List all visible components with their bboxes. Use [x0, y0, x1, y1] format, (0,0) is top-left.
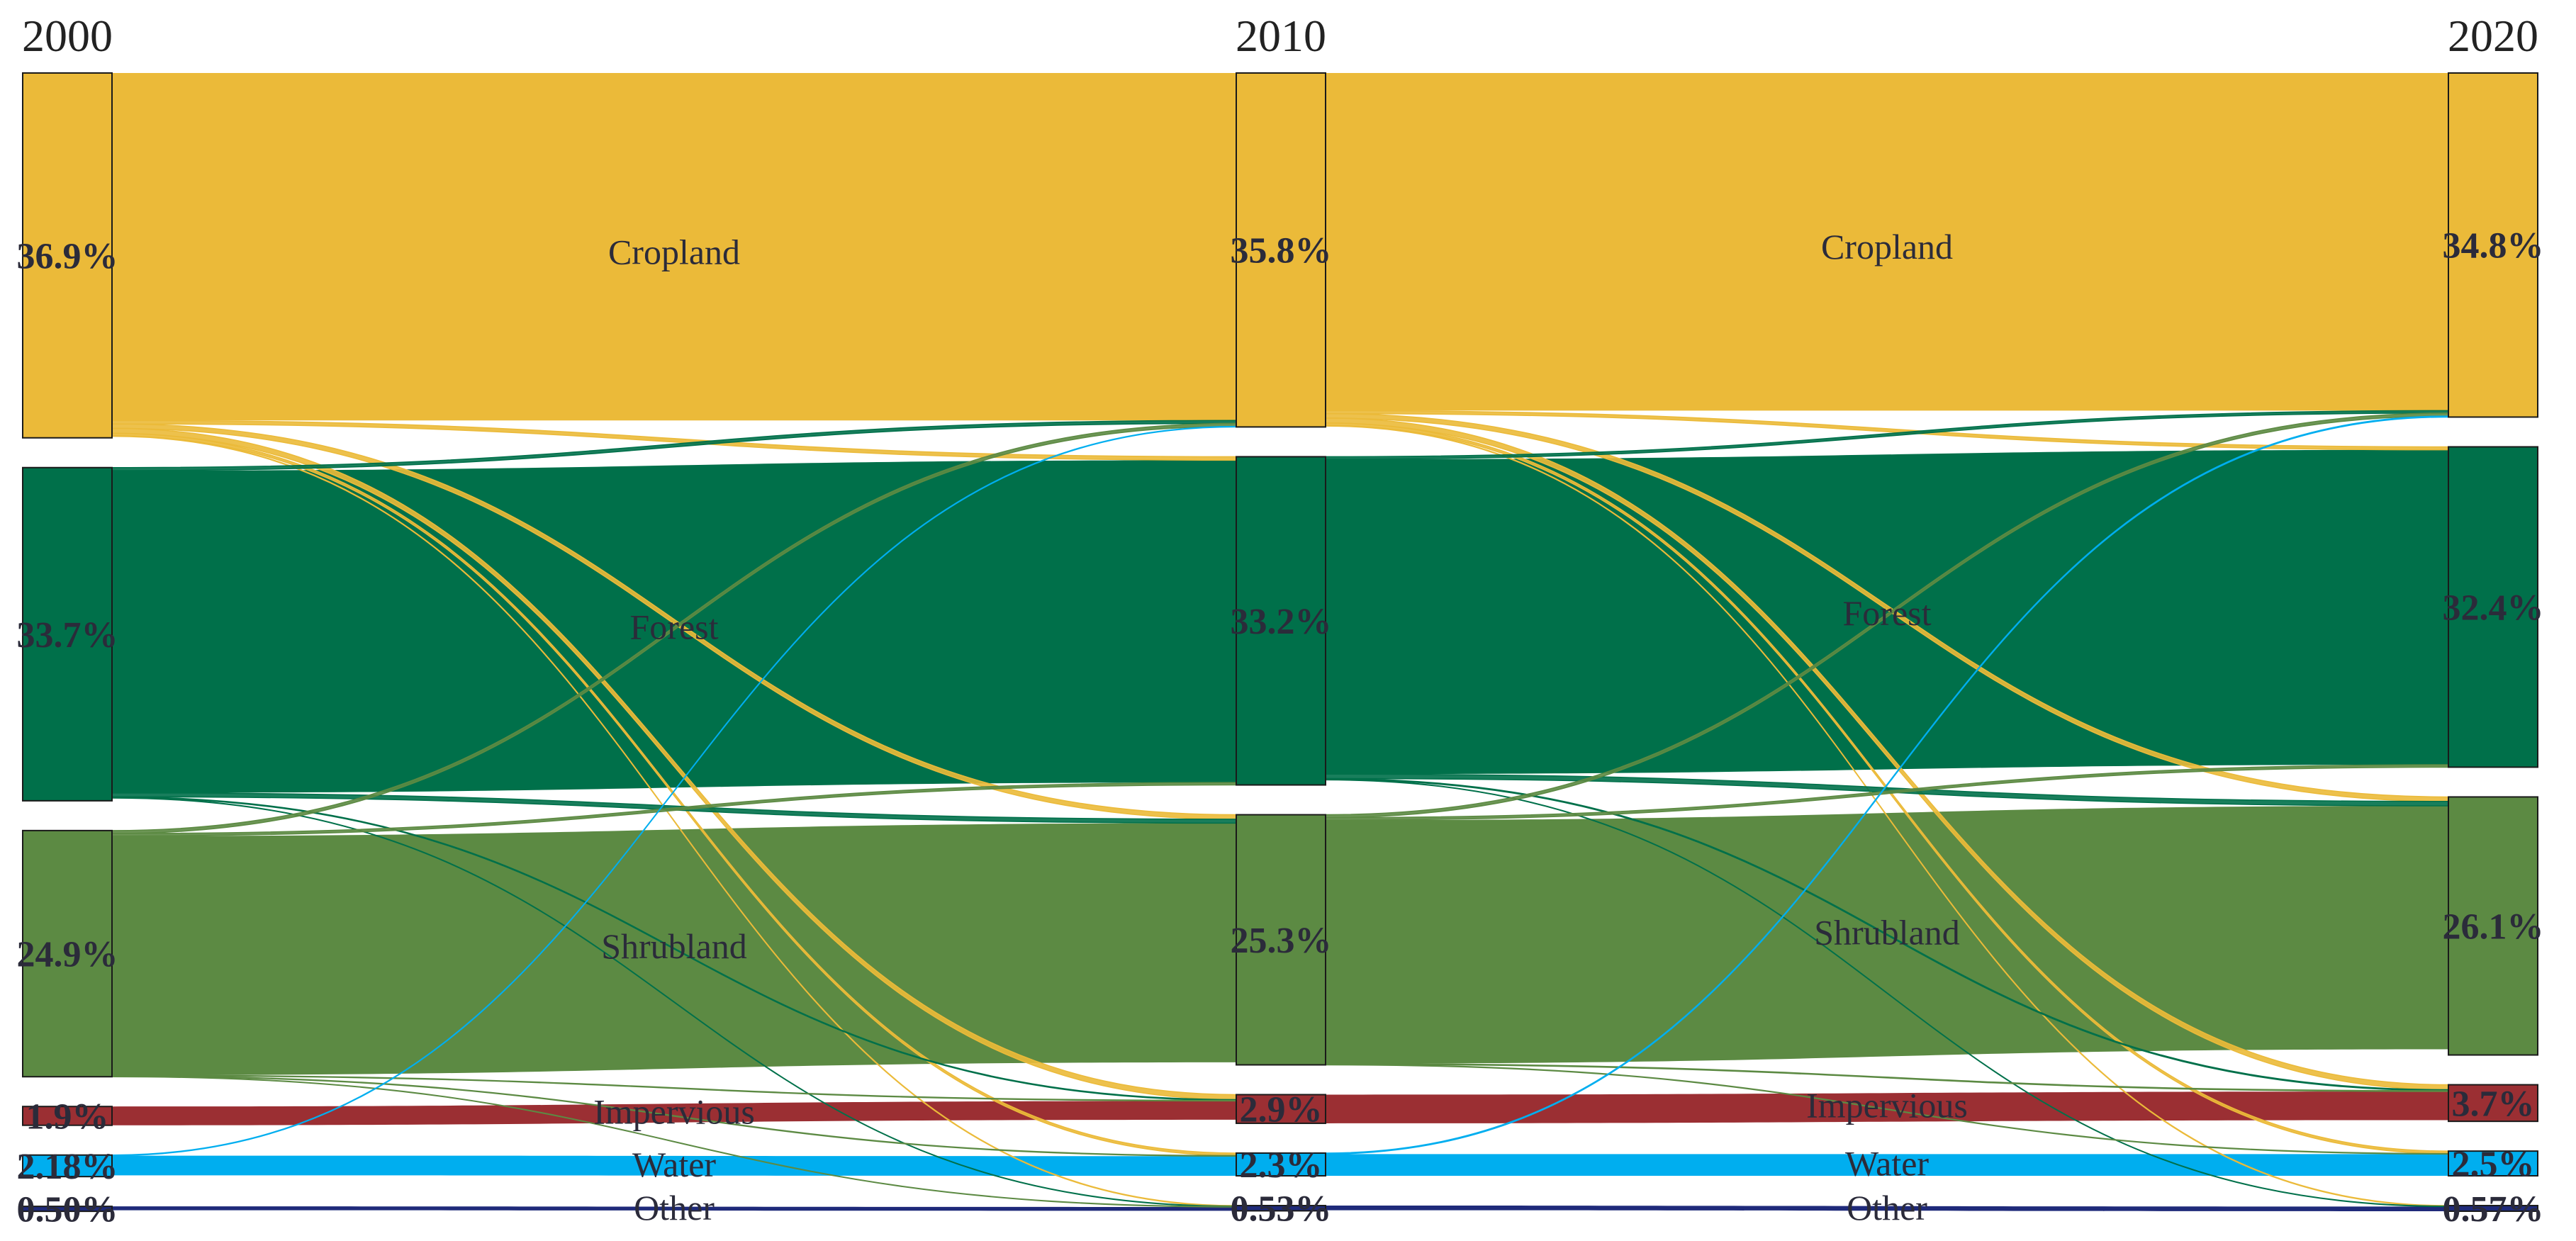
class-label-cropland-2010-2020: Cropland	[1821, 227, 1953, 266]
flow-2010-impervious-to-impervious	[1326, 1091, 2448, 1123]
flow-2000-cropland-to-cropland	[112, 73, 1236, 421]
node-2010-shrubland	[1236, 814, 1326, 1066]
year-label-2000: 2000	[22, 11, 113, 61]
node-2000-shrubland	[22, 829, 113, 1078]
node-2010-water	[1236, 1152, 1326, 1177]
percent-label-2010-cropland: 35.8%	[1231, 231, 1332, 271]
year-label-2010: 2010	[1236, 11, 1326, 61]
class-label-water-2010-2020: Water	[1845, 1143, 1929, 1183]
percent-label-2020-forest: 32.4%	[2443, 588, 2544, 628]
percent-label-2000-cropland: 36.9%	[17, 236, 118, 276]
node-2000-forest	[22, 466, 113, 802]
percent-label-2010-impervious: 2.9%	[1240, 1090, 1323, 1130]
class-label-forest-2000-2010: Forest	[630, 607, 719, 646]
flow-2010-water-to-water	[1326, 1154, 2448, 1177]
percent-label-2020-impervious: 3.7%	[2452, 1084, 2535, 1124]
percent-label-2010-shrubland: 25.3%	[1231, 921, 1332, 961]
labels-layer: 36.9% 33.7% 24.9% 1.9% 2.18%0.50% 2000 35.8% 33…	[17, 11, 2544, 1230]
flow-2010-cropland-to-cropland	[1326, 73, 2448, 411]
percent-label-2020-water: 2.5%	[2452, 1145, 2535, 1185]
percent-label-2010-forest: 33.2%	[1231, 602, 1332, 642]
node-2020-water	[2448, 1150, 2538, 1177]
node-2010-other	[1236, 1205, 1326, 1212]
percent-label-2000-water: 2.18%	[17, 1147, 118, 1187]
flow-2000-impervious-to-impervious	[112, 1101, 1236, 1125]
class-label-cropland-2000-2010: Cropland	[608, 232, 740, 272]
percent-label-2010-other: 0.53%	[1231, 1189, 1332, 1230]
node-2000-impervious	[22, 1106, 113, 1126]
class-label-forest-2010-2020: Forest	[1843, 593, 1932, 633]
node-2000-cropland	[22, 72, 113, 439]
node-2010-forest	[1236, 456, 1326, 786]
class-label-other-2000-2010: Other	[634, 1188, 715, 1228]
node-2010-impervious	[1236, 1094, 1326, 1124]
class-label-water-2000-2010: Water	[632, 1145, 716, 1184]
class-label-impervious-2000-2010: Impervious	[593, 1092, 755, 1132]
node-2010-cropland	[1236, 72, 1326, 428]
class-label-shrubland-2010-2020: Shrubland	[1814, 912, 1960, 952]
percent-label-2010-water: 2.3%	[1240, 1145, 1323, 1186]
node-2000-water	[22, 1154, 113, 1178]
node-2020-forest	[2448, 446, 2538, 768]
flow-2010-other-to-other	[1326, 1206, 2448, 1211]
class-label-shrubland-2000-2010: Shrubland	[601, 926, 747, 966]
percent-label-2020-shrubland: 26.1%	[2443, 906, 2544, 947]
node-2020-cropland	[2448, 72, 2538, 418]
percent-label-2000-forest: 33.7%	[17, 615, 118, 656]
nodes-layer	[22, 72, 2538, 1213]
flow-2000-water-to-water	[112, 1155, 1236, 1177]
node-2020-other	[2448, 1205, 2538, 1212]
class-label-impervious-2010-2020: Impervious	[1806, 1086, 1968, 1125]
percent-label-2020-other: 0.57%	[2443, 1189, 2544, 1230]
node-2000-other	[22, 1206, 113, 1213]
node-2020-impervious	[2448, 1084, 2538, 1123]
percent-label-2000-impervious: 1.9%	[26, 1096, 109, 1137]
flows-layer	[111, 73, 2449, 1211]
flow-2000-other-to-other	[112, 1206, 1236, 1211]
percent-label-2020-cropland: 34.8%	[2443, 226, 2544, 266]
class-label-other-2010-2020: Other	[1847, 1188, 1927, 1228]
flow-2010-forest-to-forest	[1326, 449, 2448, 775]
percent-label-2000-shrubland: 24.9%	[17, 935, 118, 975]
year-label-2020: 2020	[2448, 11, 2538, 61]
percent-label-2000-other: 0.50%	[17, 1190, 118, 1230]
node-2020-shrubland	[2448, 796, 2538, 1056]
